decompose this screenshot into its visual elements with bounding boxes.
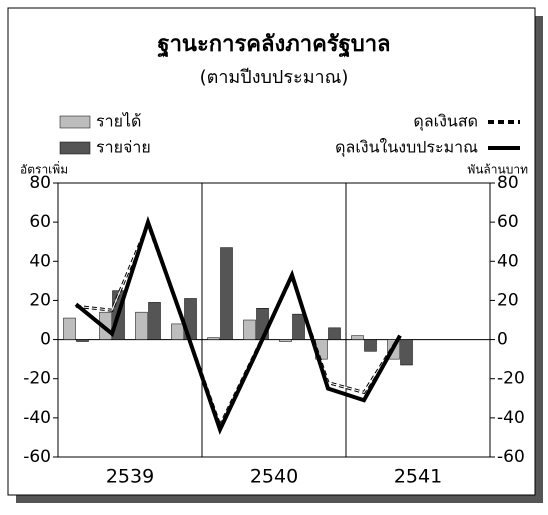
legend-label: ดุลเงินในงบประมาณ [335,138,478,158]
bar [148,302,161,340]
bar [243,319,256,340]
y-tick-label: -20 [23,369,51,389]
plot-area [57,182,491,458]
group-label: 2541 [394,466,442,488]
y2-tick-label: 60 [497,212,519,232]
legend-swatch [59,115,91,129]
y-tick-label: -60 [23,447,51,467]
chart-subtitle: (ตามปีงบประมาณ) [200,67,349,88]
y-tick-label: -40 [23,408,51,428]
y2-tick-label: -40 [497,408,525,428]
y-tick-label: 80 [29,173,51,193]
group-label: 2539 [106,466,154,488]
y2-tick-label: -20 [497,369,525,389]
y2-tick-label: 40 [497,251,519,271]
y-axis-label: อัตราเพิ่ม [20,161,68,177]
legend-label: ดุลเงินสด [413,112,478,132]
bar [135,311,148,340]
y2-tick-label: 20 [497,290,519,310]
bar [400,339,413,366]
y-tick-label: 20 [29,290,51,310]
bar [63,317,76,340]
legend-label: รายได้ [96,112,141,131]
y2-tick-label: 80 [497,173,519,193]
y-tick-label: 0 [40,330,51,350]
bar [292,313,305,340]
y-tick-label: 60 [29,212,51,232]
bar [364,339,377,352]
y2-tick-label: 0 [497,330,508,350]
bar [328,327,341,340]
bar [76,339,89,342]
legend-label: รายจ่าย [96,138,151,157]
bar [220,247,233,340]
legend-swatch [59,141,91,155]
bar [171,323,184,340]
y-tick-label: 40 [29,251,51,271]
y2-axis-label: พันล้านบาท [467,163,528,177]
group-label: 2540 [250,466,298,488]
line-series [74,215,402,435]
bar [279,339,292,342]
y2-tick-label: -60 [497,447,525,467]
chart-title: ฐานะการคลังภาครัฐบาล [157,32,390,58]
bar [207,337,220,340]
bar [351,335,364,340]
